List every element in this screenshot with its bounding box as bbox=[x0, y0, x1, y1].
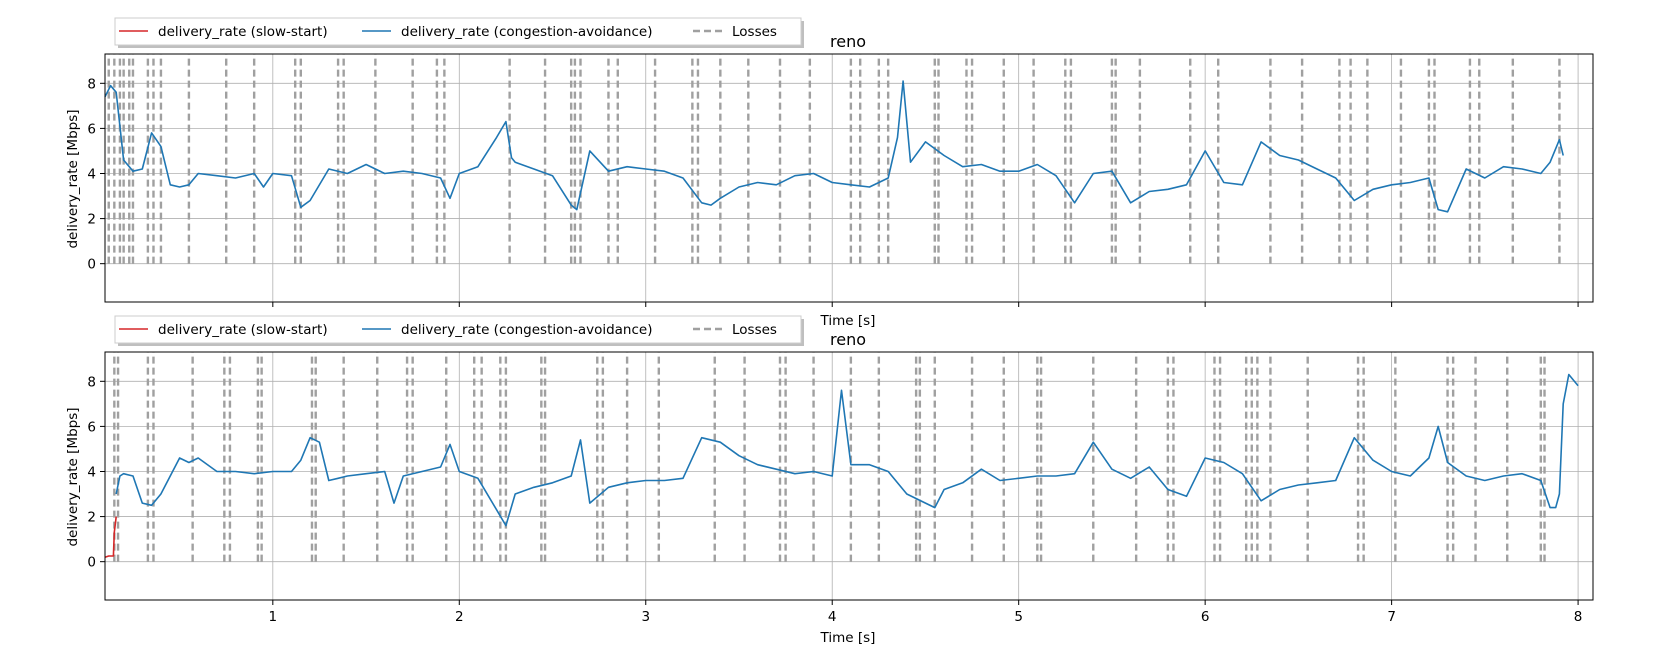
axes-frame bbox=[104, 351, 1594, 601]
bottom-loss-markers bbox=[113, 352, 1546, 562]
bottom-x-axis-label: Time [s] bbox=[820, 630, 876, 646]
bottom-legend: delivery_rate (slow-start) delivery_rate… bbox=[114, 315, 804, 346]
x-tick-label: 5 bbox=[1014, 609, 1023, 625]
top-axes bbox=[100, 53, 1594, 307]
top-series bbox=[104, 80, 1564, 213]
top-y-axis-label: delivery_rate [Mbps] bbox=[65, 109, 81, 248]
bottom-axes bbox=[100, 351, 1594, 605]
legend-label-slow-start: delivery_rate (slow-start) bbox=[158, 322, 328, 338]
bottom-tick-labels: 0 2 4 6 8 1 2 3 4 5 6 7 8 bbox=[87, 374, 1582, 625]
top-grid bbox=[105, 54, 1593, 302]
series-line-slow-start bbox=[104, 516, 117, 558]
legend-label-congestion-avoidance: delivery_rate (congestion-avoidance) bbox=[401, 24, 652, 40]
series-line-congestion-avoidance bbox=[115, 373, 1579, 527]
y-tick-label: 0 bbox=[87, 257, 96, 273]
y-tick-label: 2 bbox=[87, 212, 96, 228]
bottom-chart-title: reno bbox=[830, 330, 866, 349]
axes-frame bbox=[104, 53, 1594, 303]
top-loss-markers bbox=[107, 54, 1561, 264]
bottom-series bbox=[104, 373, 1579, 558]
x-tick-label: 6 bbox=[1201, 609, 1210, 625]
legend-label-congestion-avoidance: delivery_rate (congestion-avoidance) bbox=[401, 322, 652, 338]
series-line-congestion-avoidance bbox=[104, 80, 1564, 213]
bottom-panel: delivery_rate (slow-start) delivery_rate… bbox=[65, 315, 1594, 646]
x-tick-label: 4 bbox=[828, 609, 837, 625]
legend-box bbox=[114, 315, 802, 344]
x-tick-label: 2 bbox=[455, 609, 464, 625]
top-chart-title: reno bbox=[830, 32, 866, 51]
y-tick-label: 0 bbox=[87, 555, 96, 571]
y-tick-label: 8 bbox=[87, 76, 96, 92]
y-tick-label: 4 bbox=[87, 464, 96, 480]
x-tick-label: 1 bbox=[269, 609, 278, 625]
plot-area bbox=[105, 54, 1593, 302]
legend-label-losses: Losses bbox=[732, 322, 777, 338]
y-tick-label: 2 bbox=[87, 510, 96, 526]
top-x-axis-label: Time [s] bbox=[820, 313, 876, 329]
legend-label-slow-start: delivery_rate (slow-start) bbox=[158, 24, 328, 40]
top-panel: delivery_rate (slow-start) delivery_rate… bbox=[65, 17, 1594, 329]
x-tick-label: 3 bbox=[641, 609, 650, 625]
top-legend: delivery_rate (slow-start) delivery_rate… bbox=[114, 17, 804, 48]
legend-box bbox=[114, 17, 802, 46]
y-tick-label: 4 bbox=[87, 166, 96, 182]
y-tick-label: 6 bbox=[87, 121, 96, 137]
legend-label-losses: Losses bbox=[732, 24, 777, 40]
x-tick-label: 7 bbox=[1387, 609, 1396, 625]
top-tick-labels: 0 2 4 6 8 bbox=[87, 76, 96, 272]
bottom-y-axis-label: delivery_rate [Mbps] bbox=[65, 407, 81, 546]
x-tick-label: 8 bbox=[1574, 609, 1583, 625]
y-tick-label: 6 bbox=[87, 419, 96, 435]
y-tick-label: 8 bbox=[87, 374, 96, 390]
